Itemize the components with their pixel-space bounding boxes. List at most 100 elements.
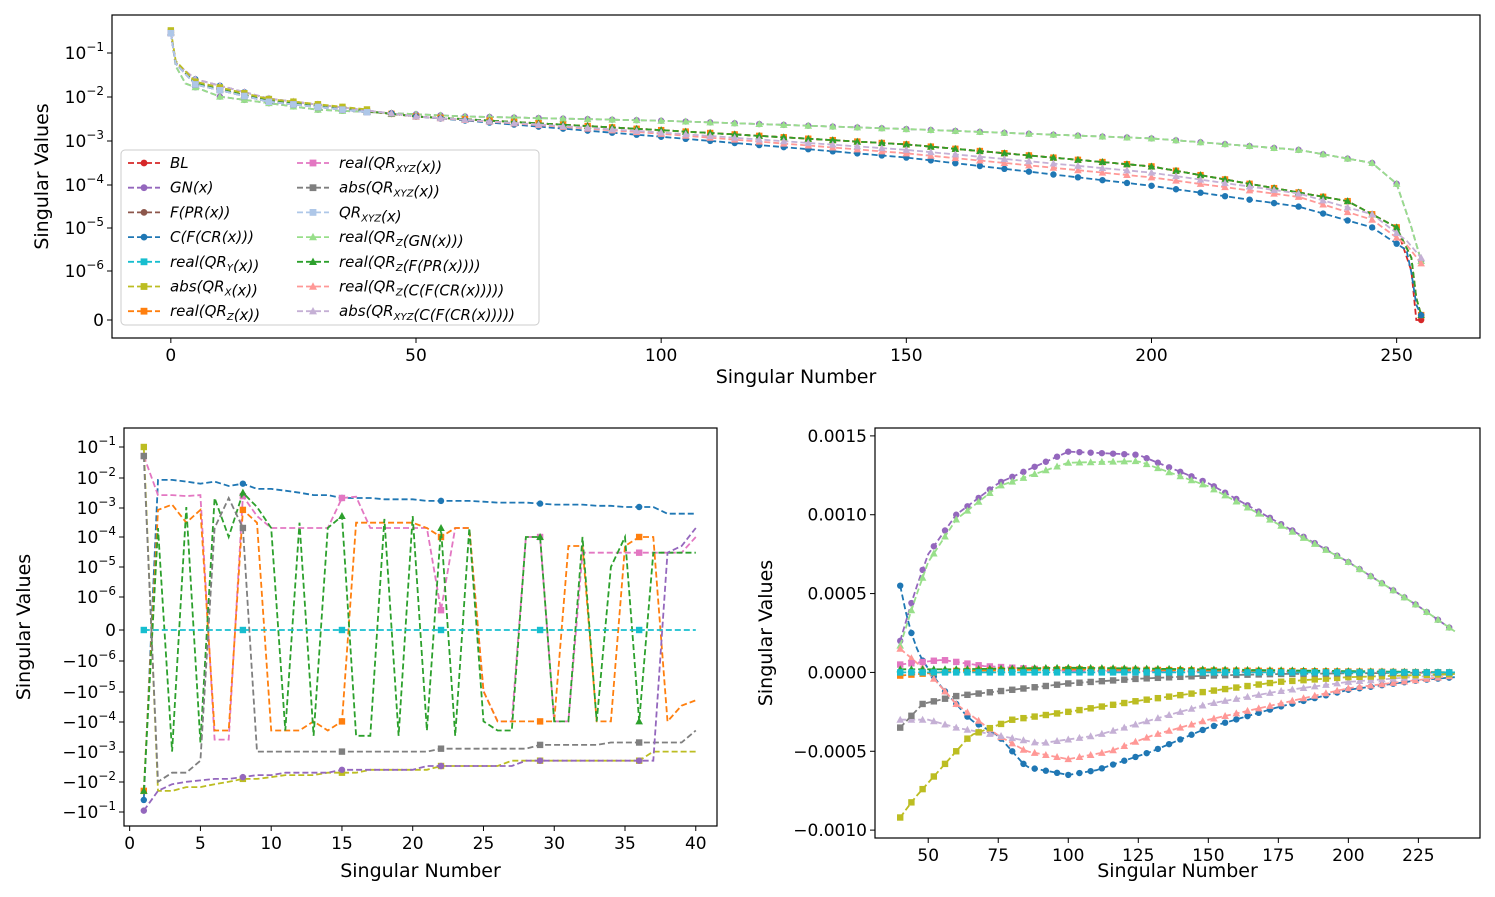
- data-point-QRZCFCR: [1147, 173, 1156, 181]
- data-point-QRX: [1009, 716, 1016, 723]
- data-point-CFCR: [1121, 757, 1128, 764]
- data-point-CFCR: [635, 503, 643, 511]
- data-point-absQRXYZCFCR: [804, 138, 813, 146]
- y-tick-label: −10−2: [62, 769, 116, 793]
- data-point-QRY: [1031, 669, 1038, 676]
- data-point-QRXYZ: [908, 660, 915, 667]
- data-point-QRXYZc: [290, 101, 297, 108]
- x-axis-label: Singular Number: [716, 366, 877, 388]
- data-point-QRY: [1065, 669, 1072, 676]
- y-tick-label: 10−1: [77, 434, 116, 458]
- data-point-QRZGN: [1389, 586, 1397, 594]
- data-point-absQRXYZ: [1031, 684, 1038, 691]
- data-point-absQRXYZCFCR: [1343, 203, 1352, 211]
- data-point-absQRXYZCFCR: [387, 109, 396, 117]
- y-tick-label: 10−3: [77, 495, 116, 519]
- data-point-QRZGN: [1064, 458, 1073, 466]
- data-point-QRZCFCR: [1008, 739, 1017, 747]
- data-point-QRZFPR: [536, 533, 544, 540]
- data-point-absQRXYZCFCR: [1232, 694, 1241, 702]
- legend-entry-QRZFPR: real(QRZ(F(PR(x)))): [297, 253, 481, 275]
- data-point-QRZCFCR: [1299, 694, 1308, 702]
- data-point-QRX: [919, 785, 926, 793]
- data-point-QRZCFCR: [1232, 709, 1241, 717]
- data-point-QRX: [986, 724, 994, 732]
- x-tick-label: 0: [165, 346, 176, 366]
- data-point-QRZGN: [608, 115, 616, 123]
- data-point-QRX: [1065, 708, 1072, 716]
- data-point-QRX: [997, 720, 1005, 728]
- data-point-QRZ: [338, 718, 346, 725]
- data-point-QRZFPR: [1343, 197, 1352, 205]
- y-tick-label: 10−5: [65, 215, 104, 239]
- y-tick-label: 10−5: [77, 554, 116, 578]
- data-point-absQRXYZCFCR: [1131, 720, 1140, 728]
- data-point-absQRXYZ: [919, 700, 926, 708]
- data-point-absQRXYZCFCR: [1098, 729, 1106, 737]
- data-point-QRXYZ: [338, 494, 346, 502]
- data-point-absQRXYZCFCR: [902, 145, 911, 153]
- data-point-QRXYZ: [437, 607, 445, 614]
- data-point-absQRXYZCFCR: [1176, 707, 1185, 715]
- data-point-QRX: [908, 799, 915, 806]
- data-point-QRX: [1367, 673, 1374, 680]
- data-point-QRZCFCR: [1030, 748, 1039, 756]
- data-point-QRXYZc: [241, 92, 248, 100]
- data-point-QRZGN: [1411, 600, 1420, 608]
- data-point-QRXYZ: [941, 657, 949, 664]
- data-point-GN: [1009, 473, 1016, 481]
- data-point-QRY: [1266, 669, 1274, 676]
- data-point-QRZGN: [1019, 473, 1028, 481]
- data-point-QRX: [1244, 682, 1251, 690]
- data-point-QRZCFCR: [952, 699, 961, 707]
- data-point-QRZFPR: [437, 523, 445, 531]
- data-point-QRY: [1177, 669, 1184, 676]
- data-point-CFCR: [1188, 731, 1195, 738]
- data-point-GN: [1132, 451, 1139, 458]
- data-point-QRY: [1401, 669, 1408, 676]
- data-point-QRZGN: [216, 92, 224, 100]
- data-point-QRZCFCR: [1319, 200, 1327, 208]
- data-point-QRZGN: [1198, 480, 1207, 488]
- data-point-QRZCFCR: [1123, 171, 1131, 179]
- data-point-QRXYZc: [363, 109, 371, 116]
- data-point-QRZCFCR: [927, 151, 935, 159]
- data-point-CFCR: [1154, 745, 1162, 753]
- data-point-QRY: [1165, 669, 1173, 676]
- data-point-absQRXYZ: [897, 724, 904, 731]
- data-point-absQRXYZCFCR: [1196, 175, 1205, 183]
- data-point-CFCR: [1074, 174, 1082, 181]
- data-point-absQRXYZ: [1087, 678, 1094, 686]
- data-point-QRZGN: [1344, 558, 1353, 566]
- data-point-QRZCFCR: [1172, 176, 1180, 184]
- data-point-absQRXYZ: [986, 689, 994, 696]
- y-axis-label: Singular Values: [13, 554, 35, 700]
- data-point-absQRXYZCFCR: [485, 117, 494, 125]
- chart-bottom-left: 0 5 10 15 20 25 30 35 40 10−1 10−2 10−3 10−4 10−5 10−6…: [13, 427, 718, 882]
- data-point-QRZCFCR: [1120, 742, 1129, 750]
- data-point-QRZGN: [1123, 133, 1131, 141]
- legend-label: real(QRZ(GN(x))): [339, 228, 464, 250]
- data-point-absQRXYZCFCR: [1025, 157, 1033, 165]
- data-point-QRZFPR: [1000, 149, 1009, 157]
- x-tick-label: 30: [543, 834, 565, 854]
- data-point-QRZGN: [1232, 497, 1241, 505]
- data-point-absQRXYZCFCR: [1053, 737, 1061, 745]
- data-point-CFCR: [536, 500, 544, 507]
- data-point-QRZFPR: [1075, 663, 1084, 671]
- data-point-QRY: [1244, 669, 1251, 676]
- data-point-GN: [437, 762, 445, 770]
- legend-marker: [309, 282, 317, 290]
- data-point-QRXYZ: [919, 658, 926, 666]
- data-point-QRXYZc: [216, 87, 224, 94]
- legend-label: abs(QRXYZ(C(F(CR(x))))): [339, 302, 515, 324]
- y-tick-label: 0: [93, 311, 104, 331]
- data-point-QRZCFCR: [1165, 726, 1173, 734]
- data-point-QRX: [1154, 694, 1162, 702]
- data-point-QRZGN: [583, 115, 592, 123]
- data-point-QRZGN: [1392, 179, 1401, 187]
- data-point-QRZFPR: [828, 136, 837, 144]
- data-point-absQRXYZCFCR: [941, 720, 949, 728]
- data-point-absQRXYZ: [1020, 685, 1027, 692]
- data-point-absQRXYZCFCR: [828, 140, 837, 148]
